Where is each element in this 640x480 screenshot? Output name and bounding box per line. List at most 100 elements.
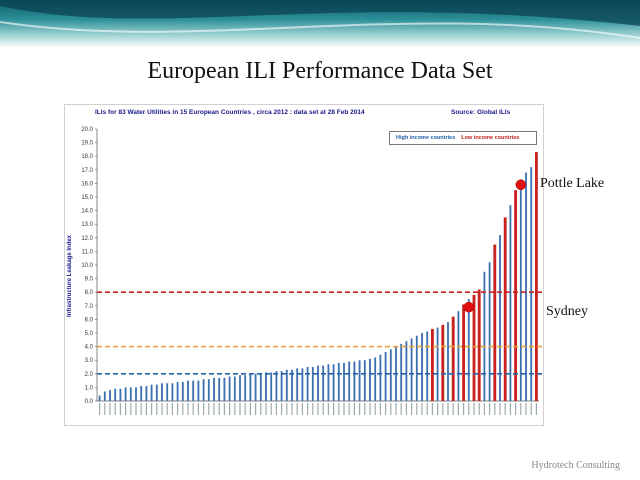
y-tick-label: 0.0: [85, 399, 94, 405]
bar: [249, 373, 252, 401]
annotation-sydney: Sydney: [546, 304, 588, 319]
bar: [197, 380, 200, 401]
chart-source: Source: Global ILIs: [451, 109, 511, 116]
bar: [477, 289, 481, 401]
bar: [415, 335, 418, 401]
bar: [421, 333, 423, 401]
bar: [233, 376, 236, 401]
y-tick-label: 3.0: [85, 358, 94, 364]
y-tick-label: 15.0: [81, 195, 93, 201]
bar: [135, 387, 137, 401]
bar: [358, 360, 361, 401]
bar: [161, 383, 163, 401]
bar: [124, 387, 127, 401]
bar: [228, 376, 231, 401]
footer-credit: Hydrotech Consulting: [531, 460, 620, 471]
y-tick-label: 7.0: [85, 304, 94, 310]
bar: [483, 271, 486, 401]
y-tick-label: 9.0: [85, 277, 94, 283]
marker-pottle-lake: [515, 179, 527, 191]
bar: [176, 381, 179, 401]
bar: [150, 384, 153, 401]
bar: [348, 361, 351, 401]
bar: [503, 217, 507, 401]
bar: [467, 299, 470, 401]
bar: [353, 361, 356, 401]
legend-high-income: High income countries: [396, 135, 456, 141]
y-tick-label: 20.0: [81, 127, 93, 133]
bar: [192, 380, 195, 401]
bar: [254, 373, 257, 401]
bar: [400, 343, 403, 401]
bar: [166, 383, 169, 401]
bar: [223, 377, 226, 401]
ili-chart: ILIs for 83 Water Utilities in 15 Europe…: [64, 104, 544, 426]
legend-low-income: Low income countries: [461, 135, 520, 141]
bar: [451, 316, 455, 401]
bar: [363, 360, 366, 401]
bar: [332, 364, 335, 401]
bar: [426, 331, 429, 401]
chart-title: ILIs for 83 Water Utilities in 15 Europe…: [95, 109, 365, 116]
bar: [441, 324, 445, 401]
bar: [530, 167, 533, 401]
bar: [436, 327, 439, 401]
y-tick-label: 4.0: [85, 345, 94, 351]
bar: [187, 380, 189, 401]
bar: [218, 377, 221, 401]
annotation-pottle-lake: Pottle Lake: [540, 176, 605, 191]
bar: [270, 372, 273, 401]
y-tick-label: 19.0: [81, 141, 93, 147]
y-tick-label: 8.0: [85, 290, 94, 296]
bar: [202, 379, 205, 401]
bar: [98, 395, 101, 401]
y-tick-label: 11.0: [82, 249, 94, 255]
slide-title: European ILI Performance Data Set: [147, 58, 493, 84]
bar: [519, 179, 522, 401]
y-tick-label: 18.0: [81, 154, 93, 160]
bar: [493, 244, 497, 401]
bar: [379, 354, 382, 401]
bar: [534, 152, 538, 401]
bar: [103, 391, 106, 401]
bar: [457, 311, 460, 401]
bar: [343, 362, 345, 401]
bar: [369, 358, 371, 401]
bar: [514, 190, 518, 401]
y-tick-label: 16.0: [81, 181, 93, 187]
bar: [244, 375, 247, 401]
bar: [265, 372, 267, 401]
y-tick-label: 17.0: [81, 168, 93, 174]
bar: [405, 341, 408, 401]
y-tick-label: 13.0: [81, 222, 93, 228]
bar: [280, 371, 283, 401]
bar: [499, 235, 501, 401]
y-tick-label: 2.0: [85, 372, 94, 378]
y-tick-label: 10.0: [81, 263, 93, 269]
bar: [239, 375, 241, 401]
bar: [119, 388, 122, 401]
header-banner: [0, 0, 640, 48]
y-tick-label: 6.0: [85, 317, 94, 323]
bar: [145, 386, 148, 401]
bar: [296, 368, 299, 401]
bar: [207, 379, 210, 401]
bar: [291, 369, 293, 401]
bar: [129, 387, 132, 401]
bar: [213, 377, 215, 401]
bar: [389, 349, 392, 401]
bar: [322, 365, 325, 401]
banner-wave-graphic: [0, 0, 640, 39]
y-tick-label: 14.0: [81, 209, 93, 215]
bar: [181, 381, 184, 401]
bar: [384, 352, 387, 401]
marker-sydney: [463, 301, 475, 313]
bar: [155, 384, 158, 401]
chart-plot: 0.0 1.0 2.0 3.0 4.0 5.0 6.0 7.0 8.0 9.0 10.0 11.0 12…: [81, 127, 543, 415]
bar: [317, 365, 319, 401]
bar: [472, 294, 476, 401]
y-tick-label: 5.0: [85, 331, 94, 337]
y-tick-label: 12.0: [81, 236, 93, 242]
bar: [109, 390, 111, 401]
bar: [462, 304, 466, 401]
